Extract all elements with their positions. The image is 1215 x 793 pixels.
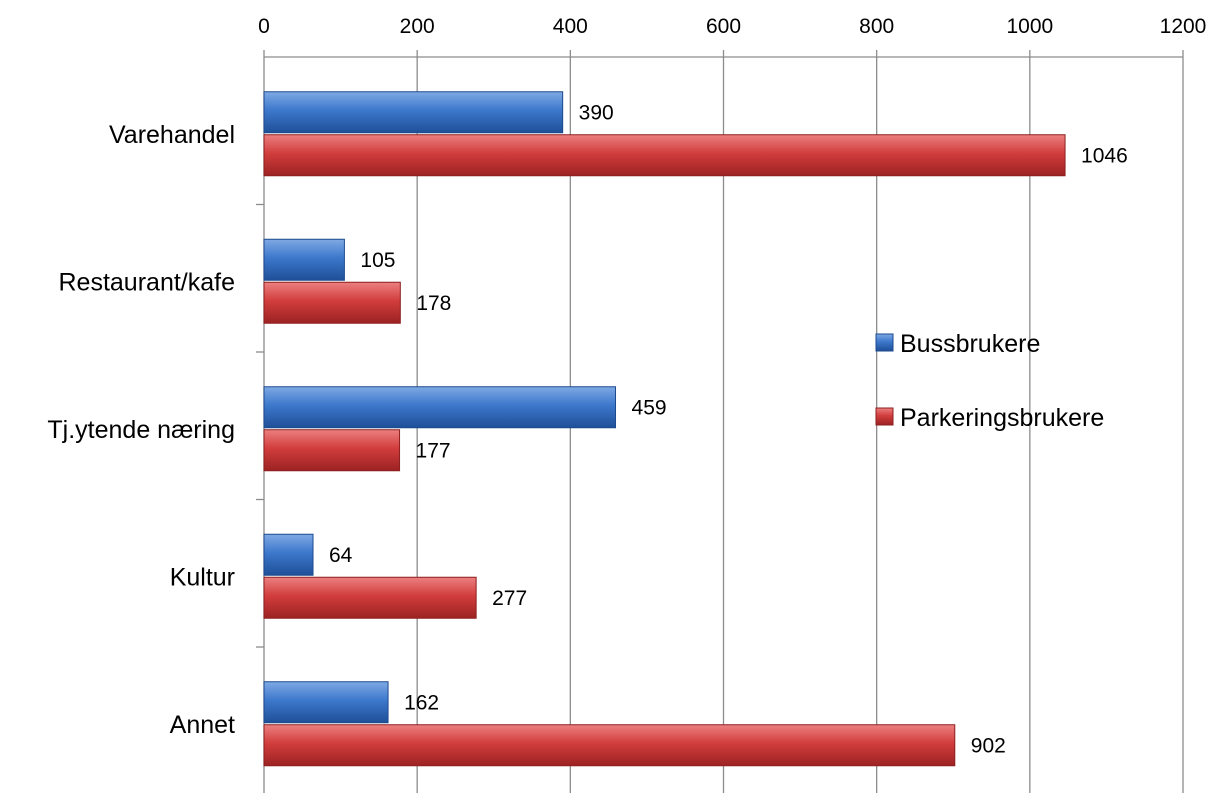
data-label: 105 (360, 249, 395, 272)
bar-parkeringsbrukere (263, 134, 1066, 177)
legend-swatch (875, 333, 894, 352)
bar-bussbrukere (263, 681, 389, 724)
bar-bussbrukere (263, 533, 314, 576)
bar-bussbrukere (263, 386, 617, 429)
data-label: 277 (492, 587, 527, 610)
legend-swatch (875, 407, 894, 426)
gridlines (416, 57, 1184, 793)
category-label: Annet (170, 711, 235, 739)
data-labels: 390 1046 105 178 459 177 64 277 162 902 (329, 101, 1128, 757)
legend-label: Bussbrukere (900, 330, 1040, 358)
bar-parkeringsbrukere (263, 429, 401, 472)
x-tick-label: 1200 (1160, 15, 1207, 38)
x-tick-label: 1000 (1006, 15, 1053, 38)
data-label: 64 (329, 544, 353, 567)
bar-bussbrukere (263, 238, 345, 281)
bar-bussbrukere (263, 91, 564, 134)
x-tick-label: 600 (706, 15, 741, 38)
data-label: 162 (404, 691, 439, 714)
data-label: 459 (632, 396, 667, 419)
bars (263, 91, 1066, 767)
category-label: Tj.ytende næring (47, 416, 235, 444)
bar-parkeringsbrukere (263, 281, 401, 324)
x-tick-label: 400 (553, 15, 588, 38)
bar-parkeringsbrukere (263, 724, 956, 767)
data-label: 390 (579, 101, 614, 124)
legend-label: Parkeringsbrukere (900, 404, 1104, 432)
data-label: 178 (416, 292, 451, 315)
category-label: Kultur (170, 563, 235, 591)
x-tick-label: 0 (258, 15, 270, 38)
x-tick-label: 800 (859, 15, 894, 38)
data-label: 1046 (1081, 144, 1128, 167)
category-label: Varehandel (109, 121, 235, 149)
bar-parkeringsbrukere (263, 576, 477, 619)
legend: Bussbrukere Parkeringsbrukere (875, 330, 1104, 432)
data-label: 177 (416, 439, 451, 462)
data-label: 902 (971, 734, 1006, 757)
x-tick-label: 200 (400, 15, 435, 38)
category-label: Restaurant/kafe (59, 268, 236, 296)
axes: 0 200 400 600 800 1000 1200 Varehandel Restauran… (47, 15, 1206, 793)
